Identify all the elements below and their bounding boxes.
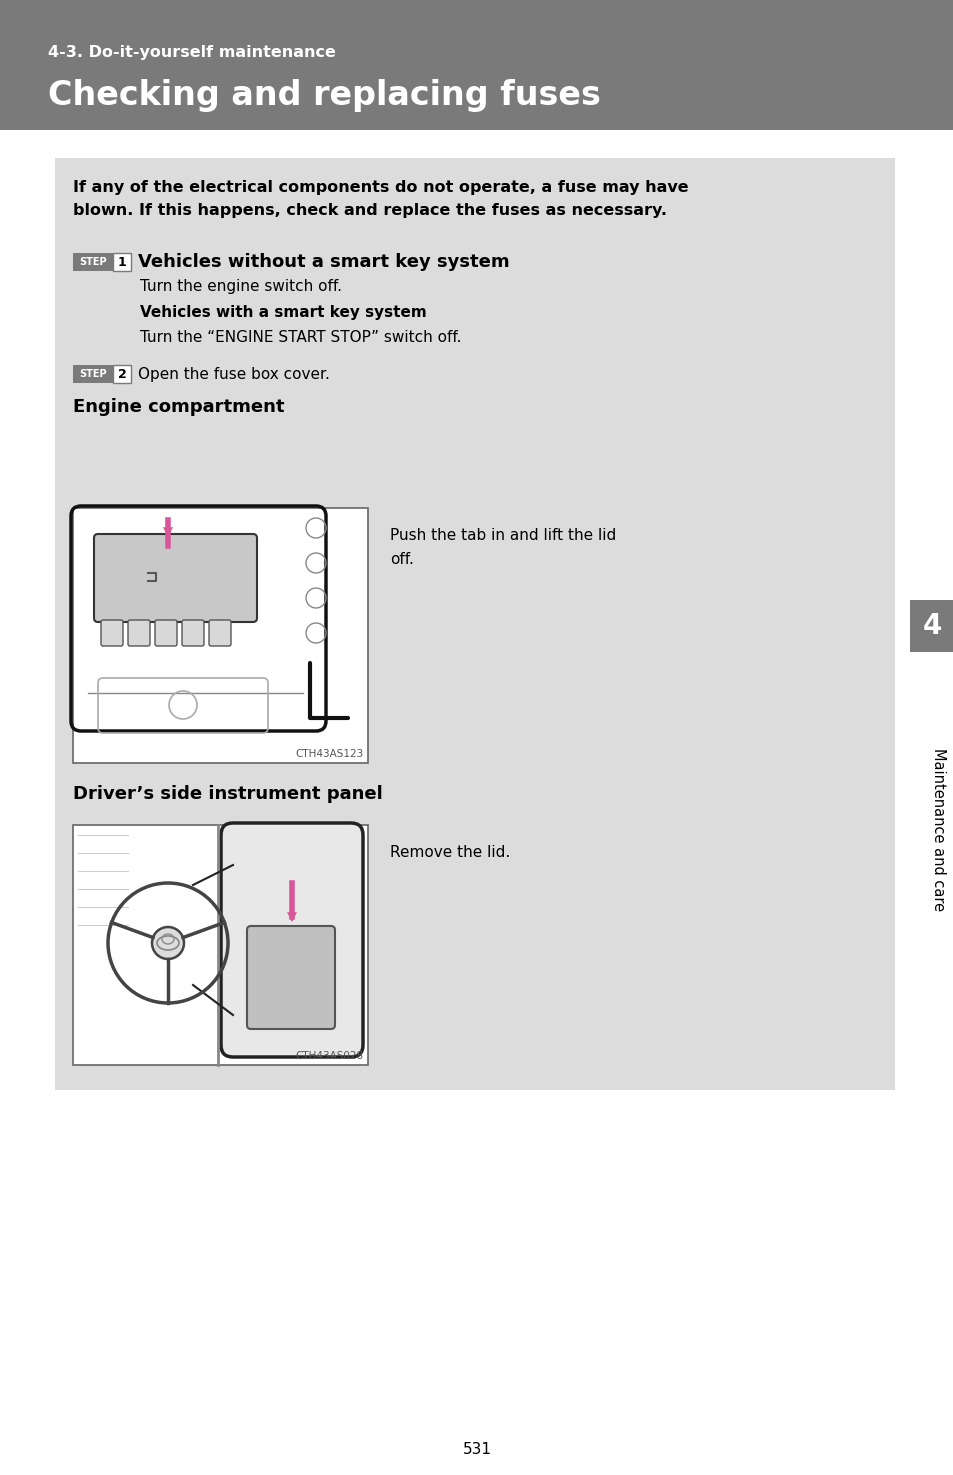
FancyBboxPatch shape [73, 254, 112, 271]
FancyBboxPatch shape [112, 254, 131, 271]
FancyBboxPatch shape [182, 620, 204, 646]
Text: Driver’s side instrument panel: Driver’s side instrument panel [73, 785, 382, 802]
Text: Engine compartment: Engine compartment [73, 398, 284, 416]
FancyBboxPatch shape [247, 926, 335, 1030]
Text: Vehicles with a smart key system: Vehicles with a smart key system [140, 305, 426, 320]
Bar [73, 825, 368, 1065]
Text: 2: 2 [117, 367, 126, 381]
Text: Turn the “ENGINE START STOP” switch off.: Turn the “ENGINE START STOP” switch off. [140, 330, 461, 345]
Text: off.: off. [390, 552, 414, 566]
Text: CTH43AS123: CTH43AS123 [295, 749, 364, 760]
FancyBboxPatch shape [94, 534, 256, 622]
FancyBboxPatch shape [128, 620, 150, 646]
Text: Turn the engine switch off.: Turn the engine switch off. [140, 279, 341, 294]
FancyBboxPatch shape [0, 130, 953, 158]
Text: STEP: STEP [79, 369, 107, 379]
Text: If any of the electrical components do not operate, a fuse may have
blown. If th: If any of the electrical components do n… [73, 180, 688, 218]
Text: STEP: STEP [79, 257, 107, 267]
FancyBboxPatch shape [0, 0, 953, 130]
FancyBboxPatch shape [0, 1090, 953, 1475]
FancyBboxPatch shape [221, 823, 363, 1058]
Circle shape [152, 926, 184, 959]
Text: Remove the lid.: Remove the lid. [390, 845, 510, 860]
Text: 4: 4 [922, 612, 941, 640]
Text: Vehicles without a smart key system: Vehicles without a smart key system [138, 254, 509, 271]
Text: 4-3. Do-it-yourself maintenance: 4-3. Do-it-yourself maintenance [48, 44, 335, 59]
Text: 531: 531 [462, 1443, 491, 1457]
FancyBboxPatch shape [154, 620, 177, 646]
FancyBboxPatch shape [909, 600, 953, 652]
Text: 1: 1 [117, 255, 126, 268]
FancyBboxPatch shape [101, 620, 123, 646]
FancyBboxPatch shape [112, 364, 131, 384]
Text: Push the tab in and lift the lid: Push the tab in and lift the lid [390, 528, 616, 543]
Text: Open the fuse box cover.: Open the fuse box cover. [138, 366, 330, 382]
FancyBboxPatch shape [73, 364, 112, 384]
FancyBboxPatch shape [209, 620, 231, 646]
Text: Checking and replacing fuses: Checking and replacing fuses [48, 78, 600, 112]
FancyBboxPatch shape [55, 158, 894, 1090]
Text: CTH43AS028: CTH43AS028 [295, 1052, 364, 1061]
Bar [73, 507, 368, 763]
Text: Maintenance and care: Maintenance and care [930, 748, 945, 912]
